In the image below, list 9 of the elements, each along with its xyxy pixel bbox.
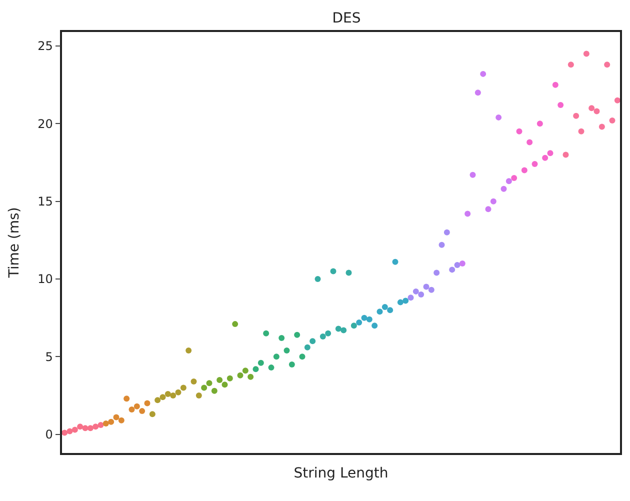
y-tick-label: 20 <box>38 116 53 131</box>
y-axis-title: Time (ms) <box>6 207 23 279</box>
y-tick-label: 15 <box>38 194 53 209</box>
y-tick-label: 25 <box>38 39 53 54</box>
y-tick-label: 5 <box>45 350 53 364</box>
x-axis-title: String Length <box>294 466 388 482</box>
chart-title: DES <box>332 10 361 26</box>
y-tick-label: 10 <box>38 272 53 286</box>
y-tick-label: 0 <box>45 428 53 442</box>
